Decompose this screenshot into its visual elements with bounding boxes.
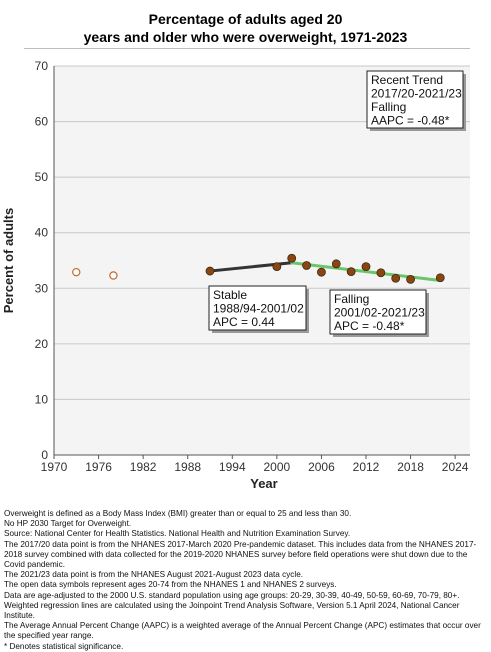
y-axis-title: Percent of adults xyxy=(1,208,16,313)
x-tick-label: 1988 xyxy=(174,460,201,474)
axes xyxy=(53,66,470,456)
footnote-line: The open data symbols represent ages 20-… xyxy=(4,580,337,590)
y-tick-label: 30 xyxy=(35,281,49,295)
y-tick-label: 20 xyxy=(35,337,49,351)
y-tick-label: 0 xyxy=(41,448,48,462)
chart-title-line-2: years and older who were overweight, 197… xyxy=(83,29,408,45)
footnote-line: The Average Annual Percent Change (AAPC)… xyxy=(4,621,481,641)
filled-data-point xyxy=(346,267,356,277)
filled-data-point xyxy=(435,273,445,283)
x-tick-label: 2018 xyxy=(397,460,424,474)
y-tick-label: 10 xyxy=(35,392,49,406)
filled-data-point xyxy=(406,274,415,284)
x-tick-label: 2012 xyxy=(353,460,380,474)
footnote-line: Weighted regression lines are calculated… xyxy=(4,600,460,621)
footnote-line: Source: National Center for Health Stati… xyxy=(4,529,351,539)
footnote-line: No HP 2030 Target for Overweight. xyxy=(4,519,132,529)
footnote-line: The 2021/23 data point is from the NHANE… xyxy=(4,570,304,580)
filled-data-point xyxy=(376,268,386,278)
footnote-line: Data are age-adjusted to the 2000 U.S. s… xyxy=(4,590,460,600)
annotation-line: 1988/94-2001/02 xyxy=(213,302,304,316)
tick-labels: 0 10 20 30 40 50 60 70 1970 1976 1982 1988 1994 2000 2… xyxy=(35,59,469,474)
annotation-box xyxy=(366,70,464,129)
open-data-point xyxy=(72,267,81,277)
chart-svg: 0 10 20 30 40 50 60 70 1970 1976 1982 1988 1994 2000 2… xyxy=(1,59,470,491)
annotation-line: APC = -0.48* xyxy=(334,319,405,333)
filled-data-point xyxy=(272,262,282,272)
x-tick-label: 1982 xyxy=(130,460,157,474)
y-tick-label: 40 xyxy=(35,226,49,240)
annotation-box xyxy=(208,285,307,331)
x-axis-title: Year xyxy=(250,476,277,491)
filled-data-point xyxy=(391,273,401,283)
x-tick-label: 1970 xyxy=(41,460,68,474)
annotation-line: 2017/20-2021/23 xyxy=(371,87,462,101)
annotation-line: Recent Trend xyxy=(371,73,443,87)
footnotes: Overweight is defined as a Body Mass Ind… xyxy=(4,509,488,652)
chart-title: Percentage of adults aged 20 years and o… xyxy=(0,10,491,46)
x-tick-label: 1976 xyxy=(85,460,112,474)
filled-data-point xyxy=(287,253,297,263)
trend-line-1 xyxy=(290,261,442,283)
y-tick-label: 60 xyxy=(35,115,49,129)
data-points xyxy=(72,253,445,284)
annotation-line: 2001/02-2021/23 xyxy=(334,306,425,320)
filled-data-point xyxy=(331,259,341,269)
filled-data-point xyxy=(361,262,371,272)
x-tick-label: 2000 xyxy=(264,460,291,474)
filled-data-point xyxy=(317,267,326,277)
y-tick-label: 50 xyxy=(35,170,49,184)
annotation-line: AAPC = -0.48* xyxy=(371,114,450,128)
annotation-line: Falling xyxy=(371,100,406,114)
annotation-line: Falling xyxy=(334,292,369,306)
title-divider xyxy=(24,48,470,49)
footnote-line: Overweight is defined as a Body Mass Ind… xyxy=(4,509,352,518)
chart-title-line-1: Percentage of adults aged 20 xyxy=(148,11,343,27)
filled-data-point xyxy=(205,266,215,276)
x-tick-label: 2024 xyxy=(442,460,469,474)
x-tick-label: 1994 xyxy=(219,460,246,474)
annotation-box xyxy=(329,289,427,335)
filled-data-point xyxy=(302,261,311,270)
footnote-line: * Denotes statistical significance. xyxy=(4,641,124,651)
footnote-line: The 2017/20 data point is from the NHANE… xyxy=(4,539,477,570)
open-data-point xyxy=(109,271,118,280)
x-tick-label: 2006 xyxy=(308,460,335,474)
annotation-line: APC = 0.44 xyxy=(213,315,275,329)
annotation-line: Stable xyxy=(213,288,247,302)
y-tick-label: 70 xyxy=(35,59,49,73)
